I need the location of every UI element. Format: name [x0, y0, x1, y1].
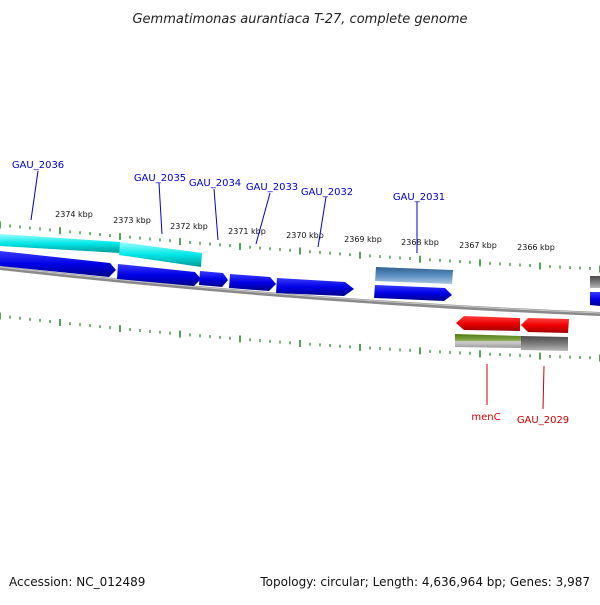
- outer-tick-row: [0, 221, 600, 273]
- forward-outer-row: [0, 234, 600, 288]
- map-title: Gemmatimonas aurantiaca T-27, complete g…: [132, 12, 467, 27]
- genome-backbone-highlight: [0, 266, 600, 314]
- genome-backbone: [0, 266, 600, 316]
- gene-feature-menC[interactable]: [456, 316, 520, 331]
- scale-label-2371: 2371 kbp: [228, 227, 266, 236]
- gene-feature-blue-right[interactable]: [590, 292, 600, 306]
- forward-gene-labels: GAU_2036 GAU_2035 GAU_2034 GAU_2033 GAU_…: [12, 160, 445, 203]
- scale-label-2374: 2374 kbp: [55, 210, 93, 219]
- scale-label-2373: 2373 kbp: [113, 216, 151, 225]
- scale-label-2366: 2366 kbp: [517, 243, 555, 252]
- forward-inner-row: [0, 251, 600, 306]
- scale-label-2368: 2368 kbp: [401, 238, 439, 247]
- topology-text: Topology: circular; Length: 4,636,964 bp…: [259, 575, 590, 589]
- reverse-gene-labels: menC GAU_2029: [471, 412, 569, 426]
- gene-label-GAU_2036[interactable]: GAU_2036: [12, 160, 64, 171]
- leader-GAU_2034: [213, 188, 219, 241]
- gene-label-menC[interactable]: menC: [471, 412, 500, 423]
- gene-feature-blue-6[interactable]: [374, 285, 452, 301]
- gene-feature-blue-3[interactable]: [199, 271, 228, 287]
- gene-feature-cyan-1[interactable]: [0, 234, 120, 253]
- inner-tick-row: [0, 312, 600, 362]
- gene-feature-steel[interactable]: [375, 267, 453, 284]
- gene-label-GAU_2034[interactable]: GAU_2034: [189, 178, 241, 189]
- leader-GAU_2035: [158, 182, 163, 235]
- gene-feature-gray-lower[interactable]: [521, 336, 568, 351]
- label-leaders: [30, 170, 418, 253]
- reverse-row: [455, 316, 569, 351]
- gene-label-GAU_2029[interactable]: GAU_2029: [517, 415, 569, 426]
- gene-label-GAU_2031[interactable]: GAU_2031: [393, 192, 445, 203]
- gene-feature-gray-right[interactable]: [590, 276, 600, 288]
- gene-feature-blue-4[interactable]: [229, 274, 276, 291]
- gene-label-GAU_2035[interactable]: GAU_2035: [134, 173, 186, 184]
- accession-text: Accession: NC_012489: [9, 575, 145, 589]
- gene-feature-olive[interactable]: [455, 334, 521, 348]
- gene-feature-blue-5[interactable]: [276, 278, 354, 296]
- gene-feature-cyan-2[interactable]: [119, 242, 202, 267]
- gene-feature-blue-2[interactable]: [117, 264, 201, 286]
- scale-label-2370: 2370 kbp: [286, 231, 324, 240]
- gene-label-GAU_2032[interactable]: GAU_2032: [301, 187, 353, 198]
- scale-label-2369: 2369 kbp: [344, 235, 382, 244]
- leader-GAU_2036: [30, 170, 39, 221]
- reverse-label-leaders: [486, 364, 545, 410]
- leader-GAU_2032: [317, 196, 327, 248]
- scale-label-2367: 2367 kbp: [459, 241, 497, 250]
- leader-GAU_2029: [542, 365, 545, 410]
- leader-GAU_2033: [255, 192, 271, 245]
- scale-labels: 2374 kbp 2373 kbp 2372 kbp 2371 kbp 2370…: [55, 210, 555, 252]
- scale-label-2372: 2372 kbp: [170, 222, 208, 231]
- gene-label-GAU_2033[interactable]: GAU_2033: [246, 182, 298, 193]
- gene-feature-blue-1[interactable]: [0, 251, 116, 277]
- gene-feature-GAU_2029[interactable]: [521, 318, 569, 333]
